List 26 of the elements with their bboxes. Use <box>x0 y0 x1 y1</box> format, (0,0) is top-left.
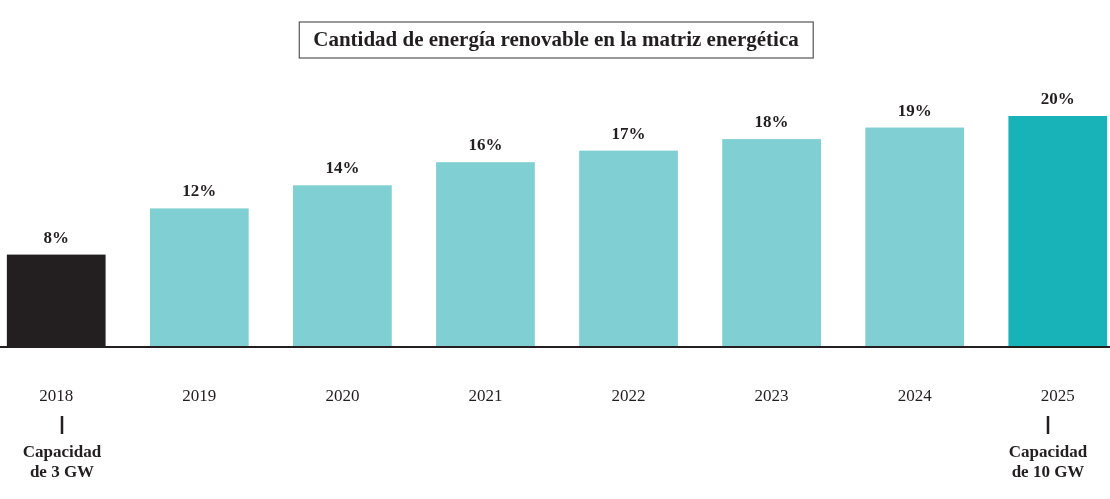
bar <box>1008 116 1108 347</box>
bar <box>722 139 821 347</box>
bar <box>436 162 535 347</box>
data-label: 14% <box>325 158 360 178</box>
bar <box>149 208 249 347</box>
x-tick-label: 2024 <box>897 386 933 405</box>
data-label: 16% <box>468 135 503 155</box>
bar <box>865 127 965 347</box>
data-label: 20% <box>1040 89 1075 108</box>
data-label: 12% <box>182 181 217 201</box>
data-label: 8% <box>43 227 69 247</box>
data-label: 17% <box>611 123 646 143</box>
data-label: 18% <box>754 112 789 132</box>
text: Capacidad de 10 GW <box>1008 442 1088 481</box>
x-tick-label: 2025 <box>1040 386 1075 405</box>
chart-title: Cantidad de energía renovable en la matriz energética <box>313 27 800 51</box>
bar <box>579 150 678 347</box>
x-tick-label: 2020 <box>325 386 360 405</box>
x-tick-label: 2021 <box>468 386 503 405</box>
x-tick-label: 2023 <box>754 386 789 405</box>
x-tick-label: 2022 <box>611 386 646 405</box>
x-tick-label: 2018 <box>39 386 74 405</box>
data-label: 19% <box>897 100 932 120</box>
x-tick-label: 2019 <box>182 386 217 405</box>
bar <box>293 185 392 347</box>
text: Capacidad de 3 GW <box>22 442 102 481</box>
